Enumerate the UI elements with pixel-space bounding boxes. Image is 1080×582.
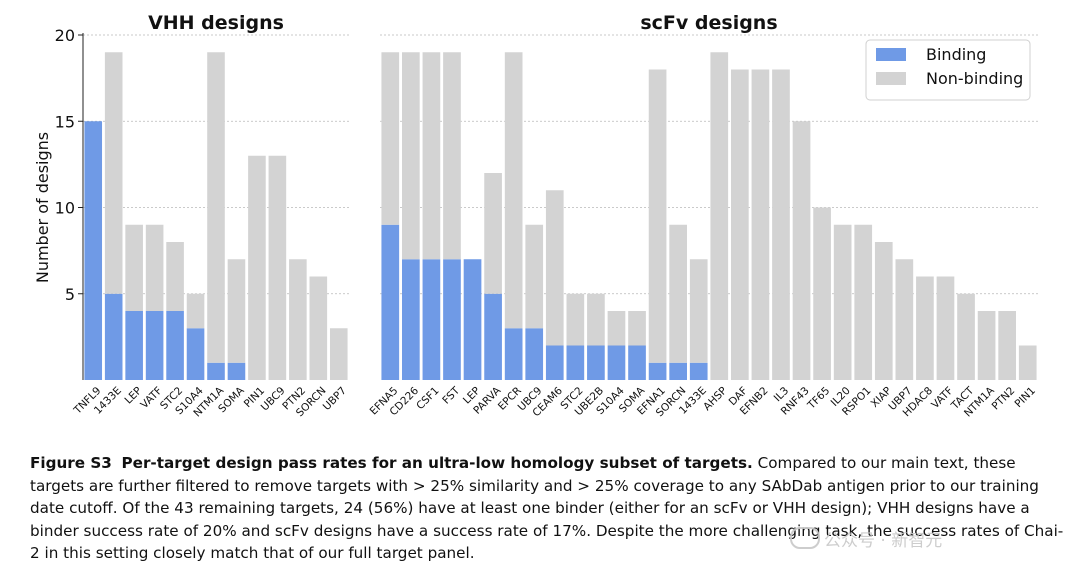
bar-binding (504, 328, 523, 380)
x-tick-label: TF65 (805, 385, 832, 412)
bar-binding (207, 362, 225, 380)
legend: Binding Non-binding (865, 39, 1031, 101)
bar-non-binding (792, 121, 811, 380)
bar-non-binding (895, 259, 914, 380)
bar-binding (166, 311, 184, 380)
bar-non-binding (289, 259, 307, 380)
bar-non-binding (1018, 345, 1037, 380)
caption-label: Figure S3 (30, 454, 112, 472)
caption-heading: Per-target design pass rates for an ultr… (121, 454, 753, 472)
bar-non-binding (227, 259, 246, 363)
bar-non-binding (689, 259, 708, 363)
bar-non-binding (186, 293, 205, 329)
bar-non-binding (669, 224, 687, 363)
bar-non-binding (166, 242, 184, 311)
bar-non-binding (381, 52, 400, 225)
bar-non-binding (525, 224, 544, 329)
panel-scfv: EFNA5CD226CSF1FSTLEPPARVAEPCRUBC9CEAM6ST… (368, 12, 1038, 420)
bar-non-binding (648, 69, 667, 363)
bar-binding (443, 259, 461, 380)
bar-binding (227, 362, 246, 380)
bar-non-binding (628, 311, 646, 346)
bar-non-binding (443, 52, 461, 260)
bar-binding (669, 362, 687, 380)
bar-binding (689, 362, 708, 380)
wechat-icon (790, 527, 820, 549)
bar-non-binding (936, 276, 955, 380)
bar-non-binding (957, 293, 975, 380)
x-tick-label: UBP7 (321, 385, 349, 413)
bar-binding (422, 259, 441, 380)
bar-binding (566, 345, 585, 380)
legend-swatch (876, 72, 906, 85)
bar-binding (186, 328, 205, 380)
bar-non-binding (566, 293, 585, 346)
bar-binding (463, 259, 482, 380)
y-tick-label: 10 (55, 199, 75, 218)
bar-non-binding (854, 224, 873, 380)
bar-non-binding (772, 69, 790, 380)
x-tick-label: CSF1 (414, 385, 441, 412)
bar-binding (125, 311, 143, 380)
bar-non-binding (484, 173, 502, 294)
bar-non-binding (504, 52, 523, 329)
y-tick-label: 5 (65, 285, 75, 304)
bar-non-binding (104, 52, 123, 294)
bar-non-binding (145, 224, 164, 311)
bar-binding (587, 345, 605, 380)
x-tick-label: UBC9 (259, 385, 288, 414)
bar-non-binding (731, 69, 749, 380)
bar-non-binding (751, 69, 770, 380)
watermark: 公众号 · 新智元 (790, 526, 942, 551)
legend-label: Non-binding (926, 69, 1023, 88)
bar-binding (145, 311, 164, 380)
bar-non-binding (916, 276, 934, 380)
x-tick-label: FST (440, 384, 462, 406)
chart-title: scFv designs (640, 12, 777, 34)
bar-binding (402, 259, 420, 380)
bar-non-binding (207, 52, 225, 363)
bar-binding (381, 224, 400, 380)
bar-non-binding (587, 293, 605, 346)
legend-label: Binding (926, 45, 986, 64)
bar-non-binding (998, 311, 1016, 380)
y-tick-label: 20 (55, 26, 75, 45)
bar-non-binding (874, 242, 893, 380)
x-tick-label: AHSP (701, 385, 729, 413)
bar-binding (545, 345, 564, 380)
caption-body: Compared to our main text, these targets… (30, 454, 1064, 563)
bar-non-binding (248, 155, 266, 380)
bar-non-binding (268, 155, 287, 380)
y-tick-label: 15 (55, 112, 75, 131)
bar-non-binding (813, 207, 831, 380)
bar-non-binding (422, 52, 441, 260)
bar-binding (484, 293, 502, 380)
x-tick-label: PTN2 (990, 385, 1018, 413)
panel-vhh: TNFL91433ELEPVATFSTC2S10A4NTM1ASOMAPIN1U… (33, 12, 349, 420)
bar-non-binding (125, 224, 143, 311)
bar-non-binding (402, 52, 420, 260)
bar-non-binding (545, 190, 564, 346)
bar-binding (628, 345, 646, 380)
watermark-text: 公众号 · 新智元 (824, 531, 943, 551)
bar-non-binding (977, 311, 996, 380)
bar-non-binding (309, 276, 328, 380)
bar-binding (648, 362, 667, 380)
y-axis-label: Number of designs (33, 132, 52, 283)
bar-binding (607, 345, 626, 380)
bar-binding (84, 121, 103, 380)
bar-non-binding (833, 224, 852, 380)
bar-non-binding (710, 52, 729, 380)
chart-title: VHH designs (148, 12, 284, 34)
legend-frame (865, 39, 1031, 101)
legend-swatch (876, 48, 906, 61)
bar-binding (525, 328, 544, 380)
figure-chart: TNFL91433ELEPVATFSTC2S10A4NTM1ASOMAPIN1U… (33, 12, 1038, 420)
figure-caption: Figure S3 Per-target design pass rates f… (30, 452, 1070, 565)
bar-non-binding (607, 311, 626, 346)
bar-binding (104, 293, 123, 380)
bar-non-binding (329, 328, 348, 380)
x-tick-label: PIN1 (1012, 385, 1037, 410)
